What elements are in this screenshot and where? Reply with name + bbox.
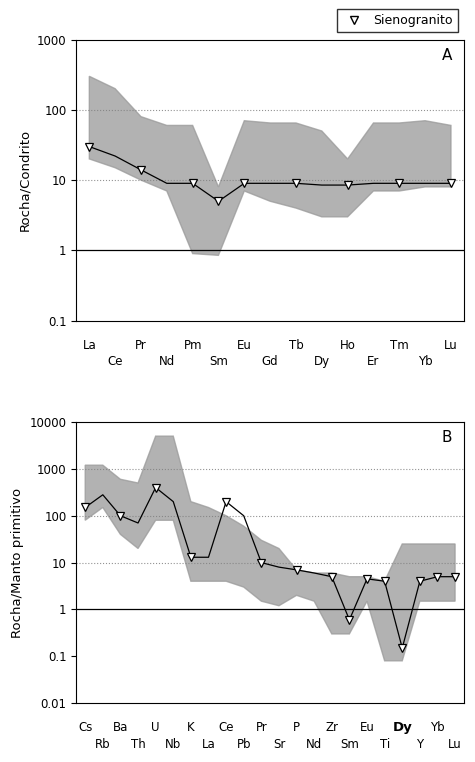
Text: Pr: Pr — [256, 721, 267, 735]
Text: Nd: Nd — [306, 738, 323, 751]
Text: Tm: Tm — [390, 339, 408, 352]
Text: Sr: Sr — [273, 738, 285, 751]
Text: Lu: Lu — [444, 339, 458, 352]
Text: Nd: Nd — [159, 355, 175, 368]
Text: Ce: Ce — [218, 721, 234, 735]
Polygon shape — [85, 436, 455, 661]
Text: Nb: Nb — [165, 738, 181, 751]
Text: Yb: Yb — [430, 721, 445, 735]
Text: La: La — [83, 339, 96, 352]
Text: K: K — [187, 721, 195, 735]
Text: Gd: Gd — [262, 355, 278, 368]
Text: Pr: Pr — [135, 339, 147, 352]
Text: Pb: Pb — [237, 738, 251, 751]
Text: Dy: Dy — [314, 355, 330, 368]
Text: Eu: Eu — [237, 339, 252, 352]
Text: Ba: Ba — [113, 721, 128, 735]
Legend: Sienogranito: Sienogranito — [337, 9, 457, 32]
Text: Sm: Sm — [340, 738, 359, 751]
Text: B: B — [442, 431, 452, 446]
Y-axis label: Rocha/Manto primitivo: Rocha/Manto primitivo — [11, 488, 24, 638]
Text: Ti: Ti — [380, 738, 390, 751]
Text: Er: Er — [367, 355, 380, 368]
Text: Lu: Lu — [448, 738, 462, 751]
Y-axis label: Rocha/Condrito: Rocha/Condrito — [19, 129, 31, 231]
Text: Eu: Eu — [360, 721, 374, 735]
Text: P: P — [293, 721, 300, 735]
Text: Yb: Yb — [418, 355, 432, 368]
Text: La: La — [201, 738, 215, 751]
Text: U: U — [152, 721, 160, 735]
Text: Th: Th — [131, 738, 145, 751]
Text: Pm: Pm — [183, 339, 202, 352]
Text: Y: Y — [416, 738, 423, 751]
Polygon shape — [89, 76, 451, 255]
Text: Ho: Ho — [340, 339, 356, 352]
Text: A: A — [442, 48, 452, 63]
Text: Rb: Rb — [95, 738, 111, 751]
Text: Ce: Ce — [107, 355, 123, 368]
Text: Sm: Sm — [209, 355, 228, 368]
Text: Dy: Dy — [392, 721, 412, 735]
Text: Tb: Tb — [289, 339, 304, 352]
Text: Zr: Zr — [325, 721, 338, 735]
Text: Cs: Cs — [78, 721, 92, 735]
